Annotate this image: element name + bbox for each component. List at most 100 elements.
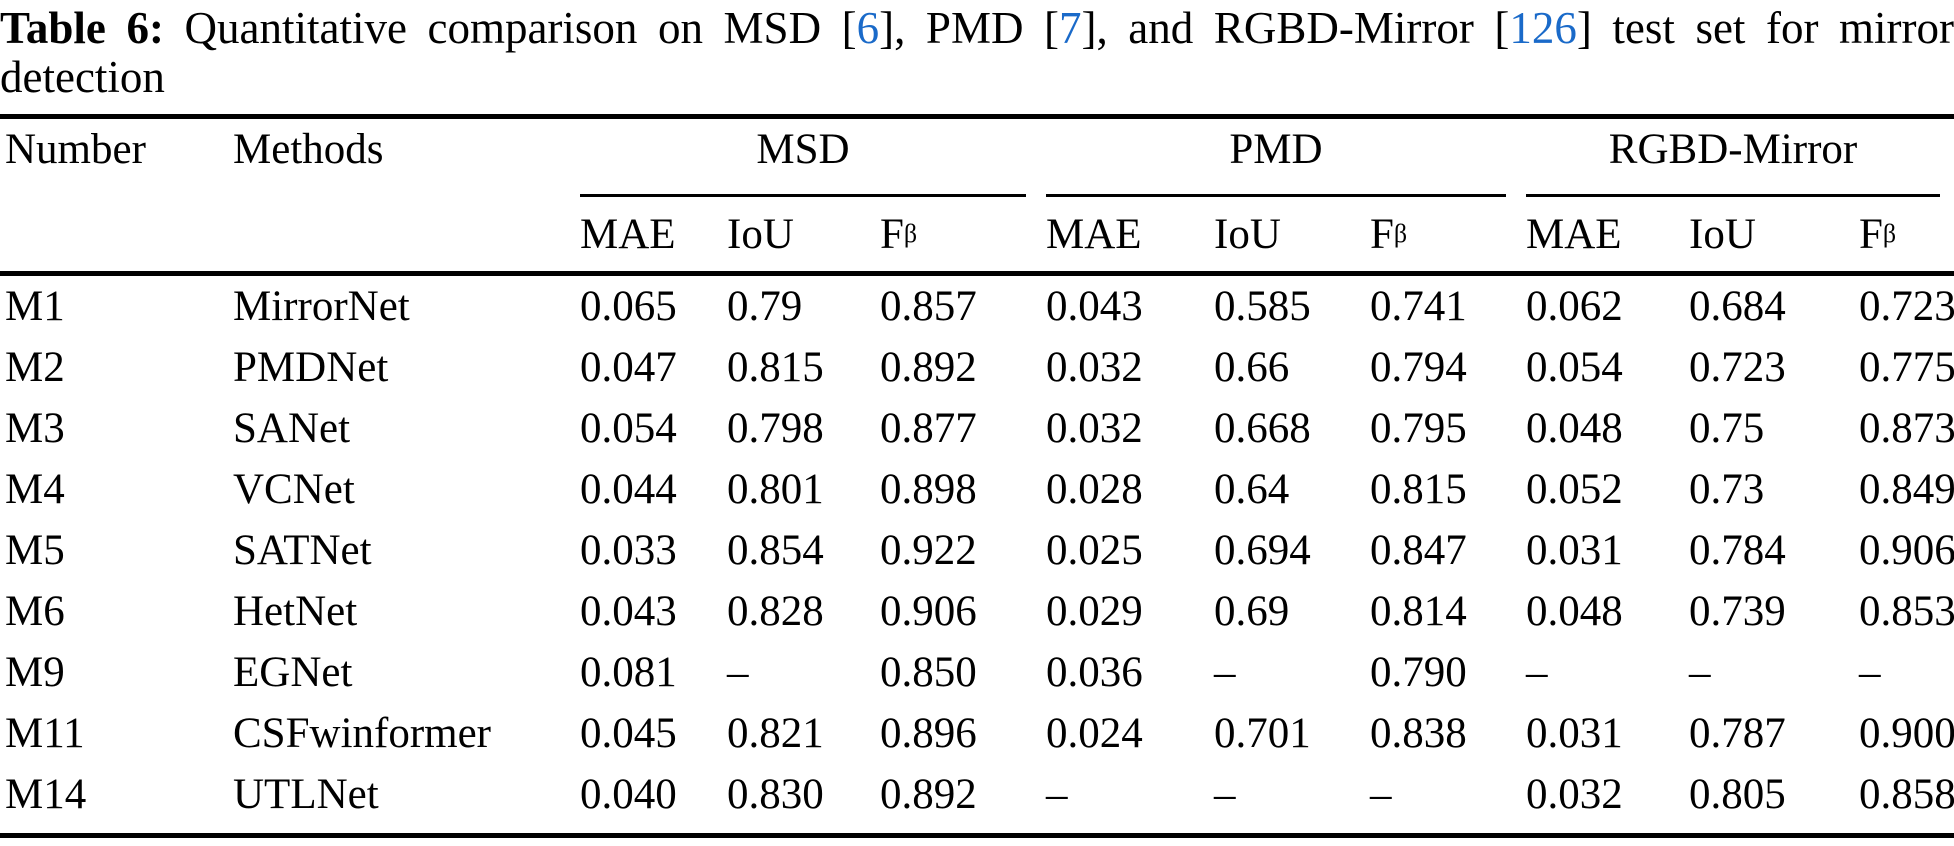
value-rgbd-fbeta: 0.906: [1859, 527, 1954, 574]
group-msd-label: MSD: [756, 126, 850, 173]
value-rgbd-iou: 0.73: [1689, 466, 1765, 513]
value-msd-fbeta: 0.850: [880, 649, 977, 696]
value-msd-mae: 0.033: [580, 527, 677, 574]
value-rgbd-fbeta: 0.723: [1859, 283, 1954, 330]
value-rgbd-fbeta: 0.873: [1859, 405, 1954, 452]
value-pmd-fbeta: 0.790: [1370, 649, 1467, 696]
value-pmd-mae: 0.036: [1046, 649, 1143, 696]
value-rgbd-iou: 0.787: [1689, 710, 1786, 757]
citation-link-6[interactable]: 6: [856, 3, 880, 53]
value-msd-iou: 0.815: [727, 344, 824, 391]
table-row: M5 SATNet 0.033 0.854 0.922 0.025 0.694 …: [0, 520, 1954, 581]
method-name: SANet: [233, 405, 351, 452]
citation-link-7[interactable]: 7: [1059, 3, 1082, 53]
value-pmd-mae: 0.032: [1046, 405, 1143, 452]
value-rgbd-mae: 0.031: [1526, 710, 1623, 757]
col-header-msd-mae: MAE: [580, 210, 676, 258]
method-name: SATNet: [233, 527, 372, 574]
col-header-number: Number: [5, 126, 146, 173]
value-pmd-mae: 0.028: [1046, 466, 1143, 513]
value-msd-mae: 0.065: [580, 283, 677, 330]
method-name: HetNet: [233, 588, 358, 635]
col-header-methods: Methods: [233, 126, 384, 173]
col-header-pmd-mae: MAE: [1046, 210, 1142, 258]
table-row: M9 EGNet 0.081 – 0.850 0.036 – 0.790 – –…: [0, 642, 1954, 703]
value-msd-iou: –: [727, 649, 749, 696]
value-rgbd-fbeta: 0.775: [1859, 344, 1954, 391]
col-header-pmd-iou: IoU: [1214, 210, 1281, 258]
value-msd-iou: 0.79: [727, 283, 803, 330]
row-number: M2: [5, 344, 65, 391]
value-pmd-iou: –: [1214, 771, 1236, 818]
value-msd-mae: 0.045: [580, 710, 677, 757]
table-row: M3 SANet 0.054 0.798 0.877 0.032 0.668 0…: [0, 398, 1954, 459]
value-msd-iou: 0.828: [727, 588, 824, 635]
row-number: M3: [5, 405, 65, 452]
spacer-cell: [230, 197, 580, 271]
value-rgbd-fbeta: 0.853: [1859, 588, 1954, 635]
method-name: UTLNet: [233, 771, 379, 818]
value-pmd-iou: 0.66: [1214, 344, 1290, 391]
row-number: M14: [5, 771, 87, 818]
value-pmd-iou: 0.668: [1214, 405, 1311, 452]
col-header-msd-iou: IoU: [727, 210, 794, 258]
caption-line-2: detection: [0, 52, 165, 102]
value-rgbd-mae: –: [1526, 649, 1548, 696]
value-msd-iou: 0.801: [727, 466, 824, 513]
value-rgbd-mae: 0.054: [1526, 344, 1623, 391]
col-header-rgbd-iou: IoU: [1689, 210, 1756, 258]
value-msd-fbeta: 0.922: [880, 527, 977, 574]
value-pmd-mae: 0.025: [1046, 527, 1143, 574]
table-row: M11 CSFwinformer 0.045 0.821 0.896 0.024…: [0, 703, 1954, 764]
value-pmd-fbeta: 0.815: [1370, 466, 1467, 513]
caption-table-label: Table 6:: [0, 3, 164, 53]
value-pmd-fbeta: 0.794: [1370, 344, 1467, 391]
row-number: M6: [5, 588, 65, 635]
row-number: M4: [5, 466, 65, 513]
value-msd-fbeta: 0.898: [880, 466, 977, 513]
citation-link-126[interactable]: 126: [1509, 3, 1577, 53]
value-rgbd-mae: 0.062: [1526, 283, 1623, 330]
table-row: M2 PMDNet 0.047 0.815 0.892 0.032 0.66 0…: [0, 337, 1954, 398]
value-rgbd-iou: 0.75: [1689, 405, 1765, 452]
row-number: M1: [5, 283, 65, 330]
table-caption: Table 6: Quantitative comparison on MSD …: [0, 0, 1954, 102]
value-msd-iou: 0.830: [727, 771, 824, 818]
value-msd-iou: 0.821: [727, 710, 824, 757]
f-label: F: [1859, 210, 1883, 258]
table-header-groups-row: Number Methods MSD PMD RGBD-Mirror: [0, 119, 1954, 197]
spacer-cell: [0, 197, 230, 271]
value-pmd-iou: 0.585: [1214, 283, 1311, 330]
value-msd-fbeta: 0.896: [880, 710, 977, 757]
f-label: F: [880, 210, 904, 258]
value-msd-fbeta: 0.892: [880, 344, 977, 391]
value-msd-mae: 0.047: [580, 344, 677, 391]
row-number: M5: [5, 527, 65, 574]
results-table: Number Methods MSD PMD RGBD-Mirror: [0, 114, 1954, 838]
group-header-rgbd-mirror: RGBD-Mirror: [1526, 119, 1954, 197]
table-row: M4 VCNet 0.044 0.801 0.898 0.028 0.64 0.…: [0, 459, 1954, 520]
value-pmd-mae: 0.024: [1046, 710, 1143, 757]
group-rgbd-cmidrule: RGBD-Mirror: [1526, 119, 1940, 197]
value-pmd-fbeta: 0.847: [1370, 527, 1467, 574]
value-pmd-mae: 0.043: [1046, 283, 1143, 330]
value-pmd-mae: 0.032: [1046, 344, 1143, 391]
group-msd-cmidrule: MSD: [580, 119, 1026, 197]
value-pmd-iou: 0.64: [1214, 466, 1290, 513]
value-msd-fbeta: 0.857: [880, 283, 977, 330]
value-msd-fbeta: 0.906: [880, 588, 977, 635]
col-header-rgbd-mae: MAE: [1526, 210, 1622, 258]
value-pmd-iou: 0.694: [1214, 527, 1311, 574]
table-top-rule: [0, 114, 1954, 119]
table-row: M14 UTLNet 0.040 0.830 0.892 – – – 0.032…: [0, 764, 1954, 825]
table-body: M1 MirrorNet 0.065 0.79 0.857 0.043 0.58…: [0, 276, 1954, 833]
value-rgbd-iou: 0.684: [1689, 283, 1786, 330]
caption-text: ], PMD [: [879, 3, 1059, 53]
value-msd-fbeta: 0.892: [880, 771, 977, 818]
value-msd-iou: 0.854: [727, 527, 824, 574]
method-name: VCNet: [233, 466, 355, 513]
f-label: F: [1370, 210, 1394, 258]
value-pmd-iou: 0.701: [1214, 710, 1311, 757]
